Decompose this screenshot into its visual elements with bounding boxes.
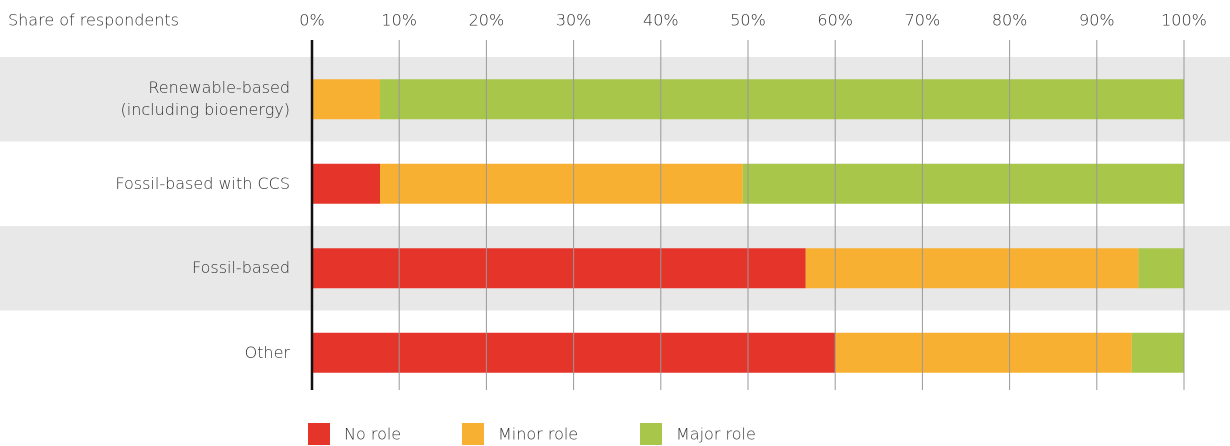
x-tick-label: 60%	[817, 11, 853, 30]
category-label: Renewable-based (including bioenergy)	[120, 78, 290, 120]
bar-segment	[1131, 332, 1184, 373]
x-tick-label: 40%	[643, 11, 679, 30]
x-tick-label: 50%	[730, 11, 766, 30]
legend-swatch	[640, 423, 662, 445]
bar-segment	[380, 163, 743, 204]
bar-segment	[805, 248, 1139, 289]
legend-swatch	[462, 423, 484, 445]
bar-segment	[1138, 248, 1184, 289]
bar-segment	[312, 248, 806, 289]
bar-segment	[742, 163, 1184, 204]
legend-label: Major role	[676, 425, 756, 444]
x-tick-label: 20%	[469, 11, 505, 30]
legend-label: Minor role	[498, 425, 578, 444]
bar-segment	[380, 79, 1184, 120]
bar-segment	[312, 163, 381, 204]
bar-segment	[835, 332, 1132, 373]
x-tick-label: 80%	[992, 11, 1028, 30]
legend-swatch	[308, 423, 330, 445]
x-tick-label: 0%	[299, 11, 324, 30]
bar-segment	[312, 79, 381, 120]
x-tick-label: 90%	[1079, 11, 1115, 30]
x-tick-label: 30%	[556, 11, 592, 30]
category-label: Fossil-based with CCS	[115, 173, 290, 193]
x-tick-label: 70%	[905, 11, 941, 30]
legend-label: No role	[344, 425, 401, 444]
axis-title: Share of respondents	[8, 11, 179, 30]
category-label: Other	[244, 342, 290, 362]
x-tick-label: 100%	[1161, 11, 1207, 30]
x-tick-label: 10%	[381, 11, 417, 30]
category-label: Fossil-based	[191, 258, 290, 278]
